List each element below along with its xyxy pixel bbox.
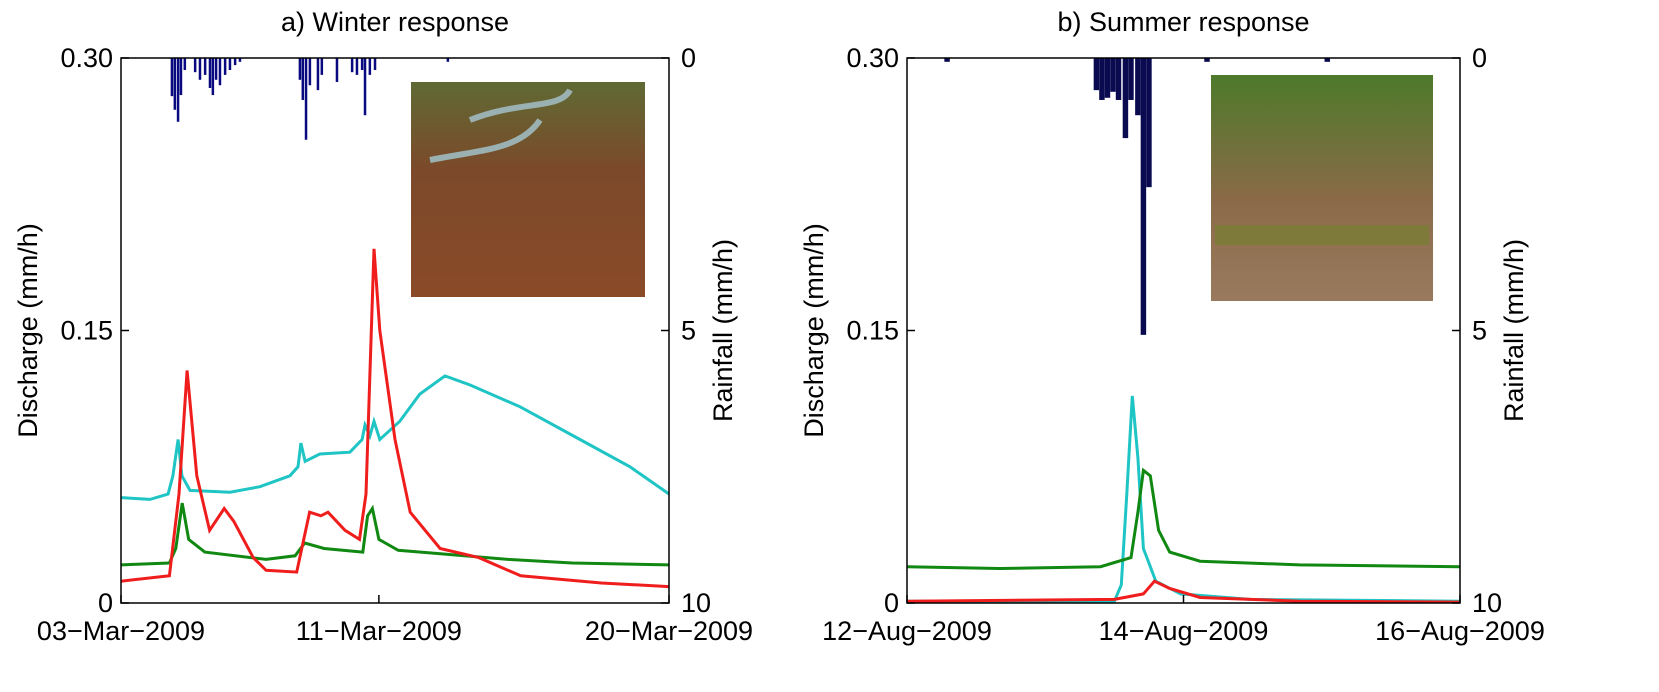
- y2-tick-label: 5: [681, 316, 696, 346]
- rain-bar: [1093, 58, 1100, 91]
- rain-bar: [228, 58, 232, 70]
- rain-bar: [1146, 58, 1152, 188]
- rain-bar: [360, 58, 364, 70]
- panel: 0 0.15 0.30 0 5 10 03−Mar−2009 11−Mar−2009 20−Ma…: [13, 7, 753, 646]
- rain-bar: [298, 58, 302, 80]
- rain-bar: [301, 58, 305, 100]
- rain-bar: [304, 58, 308, 140]
- rain-bar: [179, 58, 183, 96]
- y2-axis-label: Rainfall (mm/h): [1499, 239, 1529, 422]
- rain-bar: [1115, 58, 1122, 100]
- rain-bar: [1099, 58, 1105, 100]
- y-tick-label: 0: [884, 588, 899, 618]
- rain-bar: [363, 58, 367, 116]
- rain-bar: [193, 58, 197, 73]
- rain-bar: [173, 58, 177, 110]
- y-tick-label: 0: [98, 588, 113, 618]
- x-tick-label: 20−Mar−2009: [585, 616, 753, 646]
- data-line: [907, 395, 1460, 603]
- rain-bar: [183, 58, 187, 70]
- rain-bar: [944, 58, 950, 62]
- y2-tick-label: 5: [1472, 316, 1487, 346]
- rain-bar: [355, 58, 359, 75]
- photo-stream: [429, 88, 573, 163]
- rain-bar: [211, 58, 215, 96]
- rain-bar: [368, 58, 372, 75]
- rain-bar: [1140, 58, 1147, 335]
- x-tick-label: 12−Aug−2009: [822, 616, 992, 646]
- rain-bar: [223, 58, 227, 75]
- y-tick-label: 0.15: [60, 316, 113, 346]
- data-line: [121, 502, 669, 567]
- rain-bar: [233, 58, 237, 66]
- x-tick-label: 11−Mar−2009: [296, 616, 462, 646]
- rain-bar: [373, 58, 377, 70]
- rain-bar: [218, 58, 222, 86]
- rain-bar: [308, 58, 312, 86]
- y-tick-label: 0.30: [60, 43, 113, 73]
- y-axis-label: Discharge (mm/h): [13, 223, 43, 438]
- rain-bar: [1110, 58, 1116, 92]
- y2-tick-label: 10: [1472, 588, 1502, 618]
- rain-bar: [214, 58, 218, 80]
- rain-bar: [1128, 58, 1134, 100]
- rain-bar: [1122, 58, 1129, 139]
- y2-tick-label: 0: [1472, 43, 1487, 73]
- y2-tick-label: 0: [681, 43, 696, 73]
- rain-bar: [335, 58, 339, 82]
- y-tick-label: 0.15: [846, 316, 899, 346]
- rain-bar: [1135, 58, 1141, 116]
- rain-bar: [176, 58, 180, 122]
- photo-fence: [1215, 225, 1429, 245]
- rain-bar: [1104, 58, 1111, 98]
- photo-winter: [411, 82, 645, 297]
- y-tick-label: 0.30: [846, 43, 899, 73]
- rain-bar: [446, 58, 450, 62]
- y2-axis-label: Rainfall (mm/h): [708, 239, 738, 422]
- x-tick-label: 03−Mar−2009: [37, 616, 205, 646]
- rain-bar: [208, 58, 212, 88]
- rain-bar: [1324, 58, 1331, 62]
- chart-title: b) Summer response: [1057, 7, 1309, 37]
- y-axis-label: Discharge (mm/h): [799, 223, 829, 438]
- chart-title: a) Winter response: [281, 7, 509, 37]
- rain-bar: [238, 58, 242, 62]
- x-tick-label: 14−Aug−2009: [1099, 616, 1269, 646]
- y2-tick-label: 10: [681, 588, 711, 618]
- rain-bar: [203, 58, 207, 75]
- x-tick-label: 16−Aug−2009: [1375, 616, 1545, 646]
- photo-summer: [1211, 75, 1433, 301]
- data-line: [121, 248, 669, 589]
- rain-bar: [316, 58, 320, 91]
- data-line: [907, 579, 1460, 603]
- panel: 0 0.15 0.30 0 5 10 12−Aug−2009 14−Aug−2009 16−Au…: [799, 7, 1545, 646]
- rain-bar: [350, 58, 354, 73]
- rain-bar: [1204, 58, 1210, 62]
- rain-bar: [170, 58, 174, 97]
- rain-bar: [198, 58, 202, 80]
- data-line: [907, 467, 1460, 571]
- rain-bar: [320, 58, 324, 75]
